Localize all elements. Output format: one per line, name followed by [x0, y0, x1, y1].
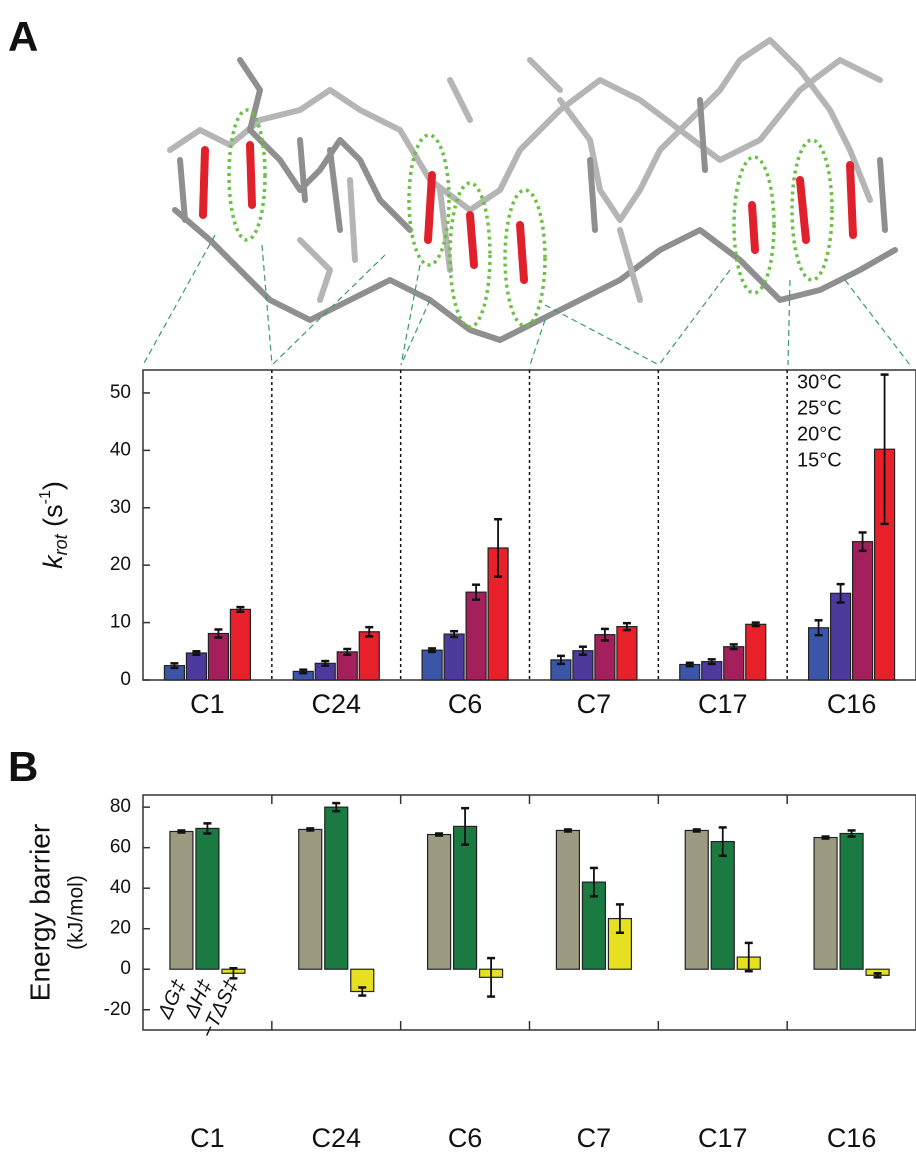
error-bar	[177, 830, 185, 832]
y-tick-label: 20	[110, 554, 131, 575]
x-tick-label: C1	[190, 1123, 225, 1153]
bar	[444, 634, 464, 680]
y-axis-label-part: )	[38, 481, 68, 490]
bar	[746, 624, 766, 680]
bar	[208, 634, 228, 681]
figure: A B 0 10 20 30 40 50 C1 C24 C6 C7 C17 C16 30°C 25°C 20…	[0, 0, 916, 1161]
bar	[617, 627, 637, 680]
bar	[466, 592, 486, 680]
x-tick-label: C24	[311, 689, 361, 719]
y-tick-label: 20	[110, 918, 131, 939]
y-tick-label: 60	[110, 837, 131, 858]
error-bar	[693, 829, 701, 831]
bar	[196, 828, 219, 969]
bar	[831, 593, 851, 680]
y-tick-label: 50	[110, 382, 131, 403]
bar	[814, 838, 837, 970]
x-tick-label: C1	[190, 689, 225, 719]
bar	[556, 830, 579, 969]
bar	[724, 647, 744, 680]
y-tick-label: 40	[110, 877, 131, 898]
bar	[337, 652, 357, 680]
x-tick-label: C16	[827, 1123, 877, 1153]
x-tick-label: C17	[698, 1123, 748, 1153]
y-axis-label-part: rot	[51, 533, 71, 555]
y-tick-label: 0	[120, 669, 131, 690]
x-tick-label: C6	[448, 1123, 483, 1153]
y-axis-label-part: -1	[37, 490, 54, 504]
bar	[359, 632, 379, 680]
x-tick-label: C17	[698, 689, 748, 719]
bar	[840, 833, 863, 969]
bar	[428, 835, 451, 970]
x-tick-label: C7	[577, 689, 612, 719]
bar	[186, 653, 206, 680]
panel-label: A	[8, 13, 38, 60]
bar	[170, 831, 193, 969]
legend-label: 20°C	[797, 423, 842, 445]
bar	[711, 842, 734, 970]
panel-label: B	[8, 743, 38, 790]
y-tick-label: 30	[110, 497, 131, 518]
plot-frame	[143, 795, 916, 1030]
y-tick-label: 80	[110, 796, 131, 817]
bar	[230, 609, 250, 680]
y-axis-label: Energy barrier	[24, 824, 55, 1001]
y-tick-label: 40	[110, 439, 131, 460]
bar	[422, 650, 442, 680]
y-tick-label: -20	[104, 999, 131, 1020]
bar	[325, 807, 348, 969]
legend-label: 30°C	[797, 371, 842, 393]
y-axis-label: krot (s-1)	[37, 481, 71, 569]
error-bar	[822, 837, 830, 839]
error-bar	[435, 833, 443, 835]
legend-label: 15°C	[797, 449, 842, 471]
bar	[454, 826, 477, 969]
error-bar	[564, 829, 572, 831]
y-tick-label: 0	[120, 958, 131, 979]
x-tick-label: C6	[448, 689, 483, 719]
molecule-illustration	[143, 40, 910, 365]
x-tick-label: C24	[311, 1123, 361, 1153]
bar	[853, 542, 873, 680]
legend-label: 25°C	[797, 397, 842, 419]
bar	[685, 830, 708, 969]
bar	[299, 829, 322, 969]
x-tick-label: C7	[577, 1123, 612, 1153]
y-tick-label: 10	[110, 612, 131, 633]
y-axis-label-part: (s	[38, 504, 68, 534]
y-axis-label: (kJ/mol)	[65, 875, 88, 950]
error-bar	[306, 828, 314, 830]
x-tick-label: C16	[827, 689, 877, 719]
